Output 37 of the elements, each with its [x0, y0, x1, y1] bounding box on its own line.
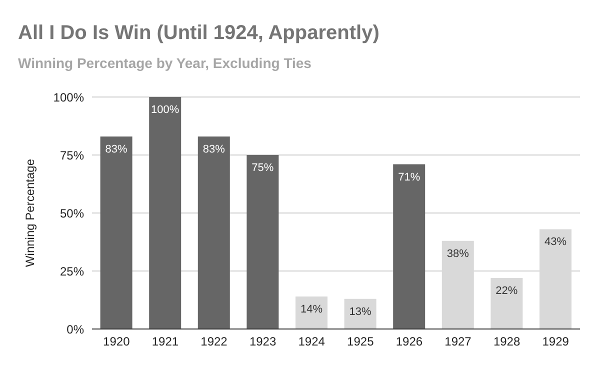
data-label: 75%: [252, 162, 274, 174]
y-tick-label: 0%: [66, 322, 84, 336]
x-tick-label: 1928: [493, 334, 520, 349]
data-label: 38%: [446, 248, 470, 260]
x-tick-label: 1926: [396, 334, 423, 349]
bar: [149, 97, 182, 329]
data-label: 83%: [105, 143, 128, 156]
x-tick-label: 1925: [347, 334, 374, 349]
x-tick-label: 1922: [200, 334, 228, 349]
x-tick-label: 1920: [103, 334, 130, 349]
data-label: 14%: [300, 304, 323, 316]
chart-subtitle: Winning Percentage by Year, Excluding Ties: [18, 55, 312, 71]
x-tick-label: 1924: [298, 334, 326, 349]
bar: [393, 164, 426, 329]
chart-title: All I Do Is Win (Until 1924, Apparently): [18, 22, 380, 45]
y-tick-label: 100%: [53, 90, 84, 104]
data-label: 13%: [349, 306, 372, 318]
data-label: 22%: [496, 284, 518, 297]
bar: [246, 155, 279, 329]
y-tick-label: 75%: [60, 148, 84, 162]
bar: [295, 296, 328, 329]
data-label: 43%: [544, 236, 567, 248]
bar: [198, 136, 230, 329]
x-tick-label: 1921: [152, 334, 179, 349]
bar: [442, 240, 474, 329]
bar: [100, 136, 132, 329]
x-tick-label: 1927: [444, 334, 472, 349]
x-tick-label: 1929: [542, 334, 570, 349]
bar: [490, 278, 523, 329]
y-tick-label: 25%: [60, 264, 84, 278]
data-label: 83%: [202, 143, 226, 156]
y-axis-title: Winning Percentage: [23, 158, 37, 268]
x-tick-label: 1923: [249, 334, 276, 349]
data-label: 100%: [151, 104, 180, 116]
data-label: 71%: [398, 171, 420, 184]
bar: [539, 229, 572, 329]
y-tick-label: 50%: [60, 206, 84, 220]
